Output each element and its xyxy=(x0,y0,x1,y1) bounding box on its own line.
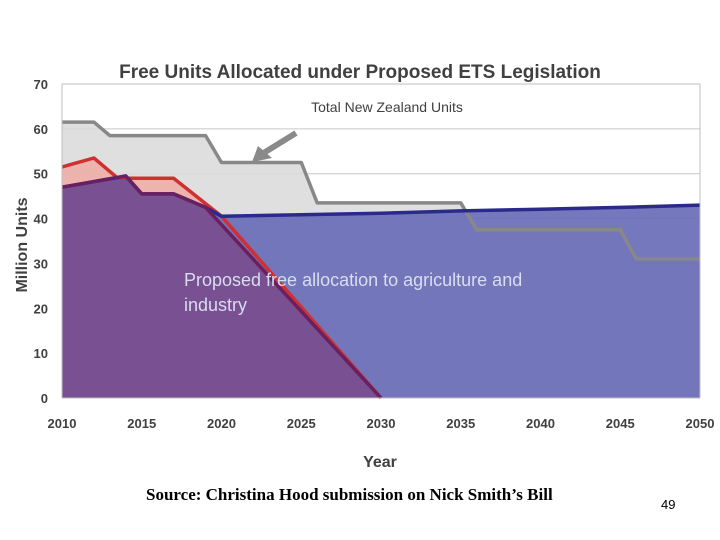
y-tick-60: 60 xyxy=(34,122,48,137)
x-tick-2040: 2040 xyxy=(526,416,555,431)
x-tick-2010: 2010 xyxy=(48,416,77,431)
x-tick-2050: 2050 xyxy=(686,416,715,431)
x-tick-2015: 2015 xyxy=(127,416,156,431)
annotation-proposed-line2: industry xyxy=(184,295,247,315)
source-caption: Source: Christina Hood submission on Nic… xyxy=(146,485,553,504)
y-tick-50: 50 xyxy=(34,167,48,182)
y-tick-20: 20 xyxy=(34,301,48,316)
y-tick-labels: 0 10 20 30 40 50 60 70 xyxy=(34,77,48,406)
y-tick-10: 10 xyxy=(34,346,48,361)
y-tick-30: 30 xyxy=(34,256,48,271)
y-tick-0: 0 xyxy=(41,391,48,406)
chart-title: Free Units Allocated under Proposed ETS … xyxy=(119,62,601,83)
annotation-proposed-line1: Proposed free allocation to agriculture … xyxy=(184,270,522,290)
x-axis-label: Year xyxy=(363,454,397,471)
series-area-3 xyxy=(62,176,381,398)
plot-frame xyxy=(61,83,701,399)
x-tick-2045: 2045 xyxy=(606,416,635,431)
x-tick-2025: 2025 xyxy=(287,416,316,431)
chart: Free Units Allocated under Proposed ETS … xyxy=(14,62,715,471)
x-tick-2030: 2030 xyxy=(367,416,396,431)
page-number: 49 xyxy=(661,497,676,512)
y-tick-70: 70 xyxy=(34,77,48,92)
series-line-3 xyxy=(61,174,383,400)
series-line-0 xyxy=(62,120,700,261)
x-tick-2035: 2035 xyxy=(446,416,475,431)
annotation-arrow xyxy=(252,130,298,162)
x-tick-labels: 2010 2015 2020 2025 2030 2035 2040 2045 2050 xyxy=(48,416,715,431)
series-lines xyxy=(61,120,701,400)
x-tick-2020: 2020 xyxy=(207,416,236,431)
annotation-total-units: Total New Zealand Units xyxy=(311,99,463,115)
y-tick-40: 40 xyxy=(34,212,48,227)
y-axis-label: Million Units xyxy=(14,197,31,292)
series-areas xyxy=(62,122,700,398)
